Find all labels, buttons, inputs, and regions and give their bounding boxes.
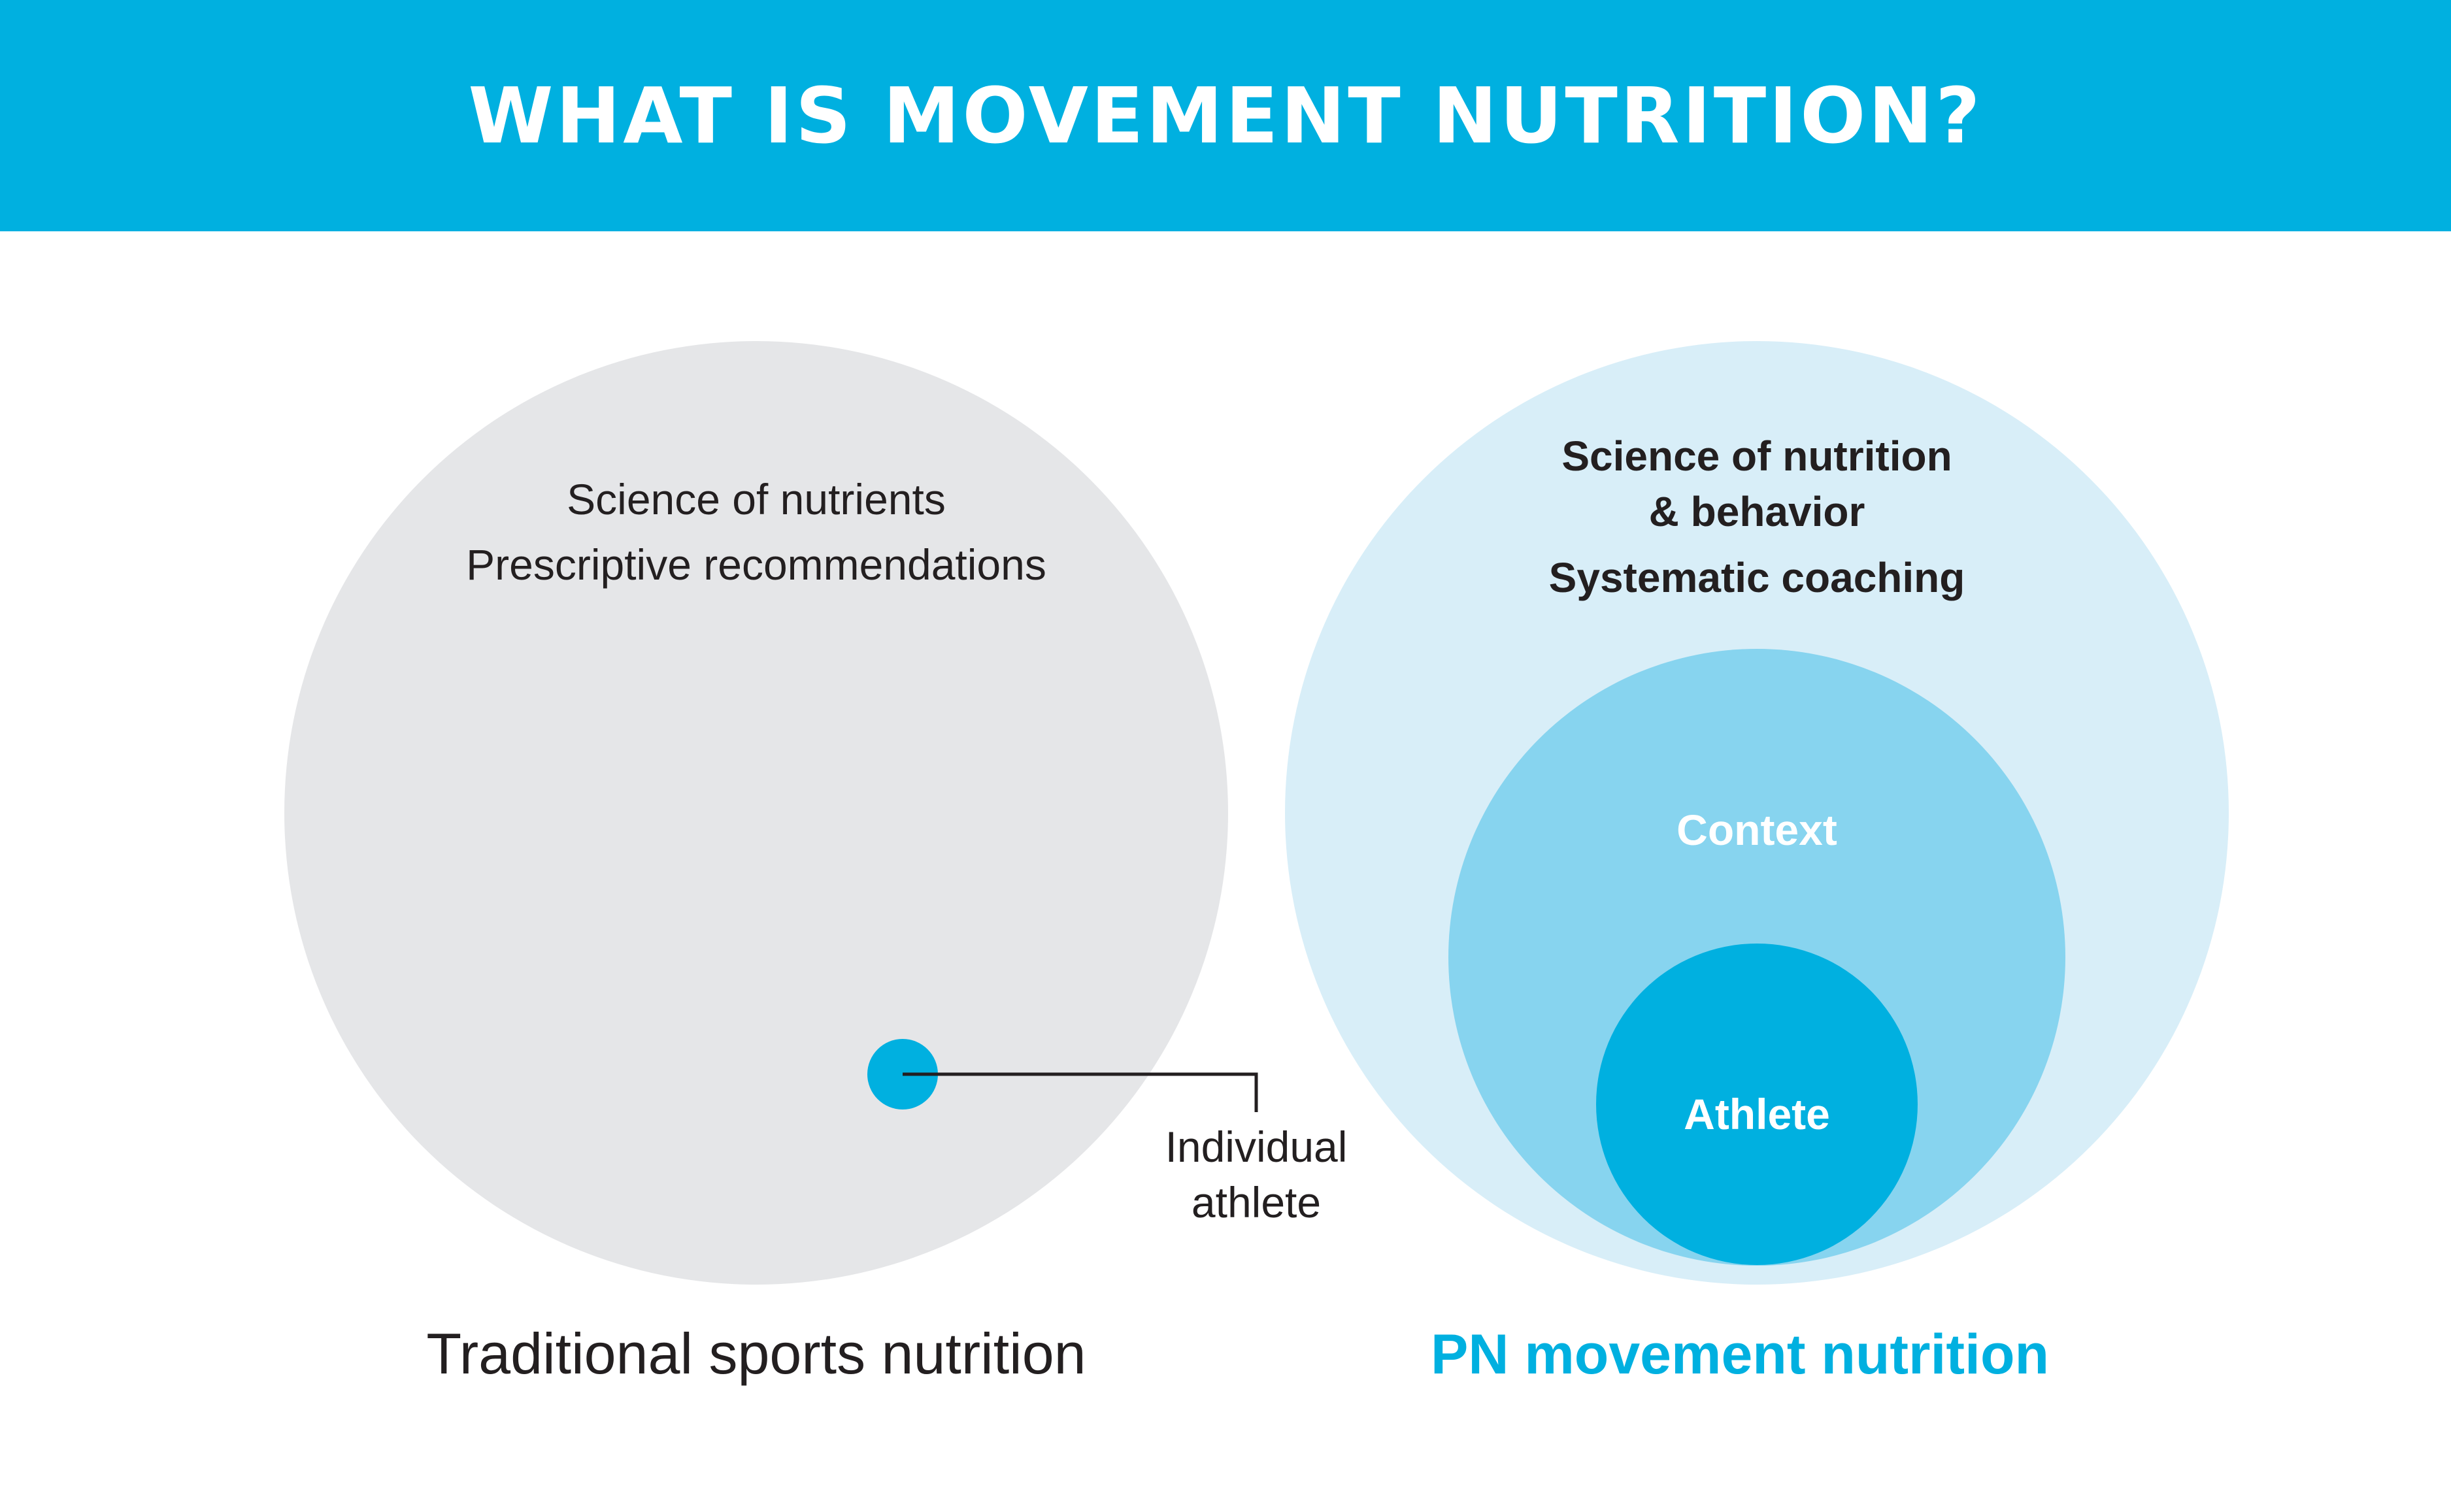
context-label: Context — [1676, 806, 1837, 854]
traditional-circle — [284, 341, 1228, 1285]
callout-line — [903, 1072, 1258, 1112]
page-title: WHAT IS MOVEMENT NUTRITION? — [468, 71, 1983, 161]
pn-line-behavior: & behavior — [1649, 488, 1865, 535]
traditional-line-science: Science of nutrients — [567, 475, 946, 523]
callout-label-individual: Individual — [1165, 1123, 1348, 1171]
pn-line-science: Science of nutrition — [1561, 433, 1952, 480]
athlete-circle — [1596, 944, 1918, 1265]
traditional-diagram: Science of nutrients Prescriptive recomm… — [284, 341, 1347, 1386]
callout-label-athlete: athlete — [1192, 1178, 1321, 1226]
pn-line-coaching: Systematic coaching — [1549, 554, 1965, 601]
traditional-caption: Traditional sports nutrition — [426, 1321, 1086, 1386]
traditional-line-prescriptive: Prescriptive recommendations — [466, 540, 1046, 589]
pn-diagram: Science of nutrition & behavior Systemat… — [1285, 341, 2229, 1386]
athlete-label: Athlete — [1684, 1090, 1830, 1138]
header-bar: WHAT IS MOVEMENT NUTRITION? — [0, 0, 2451, 231]
pn-caption: PN movement nutrition — [1431, 1323, 2049, 1386]
